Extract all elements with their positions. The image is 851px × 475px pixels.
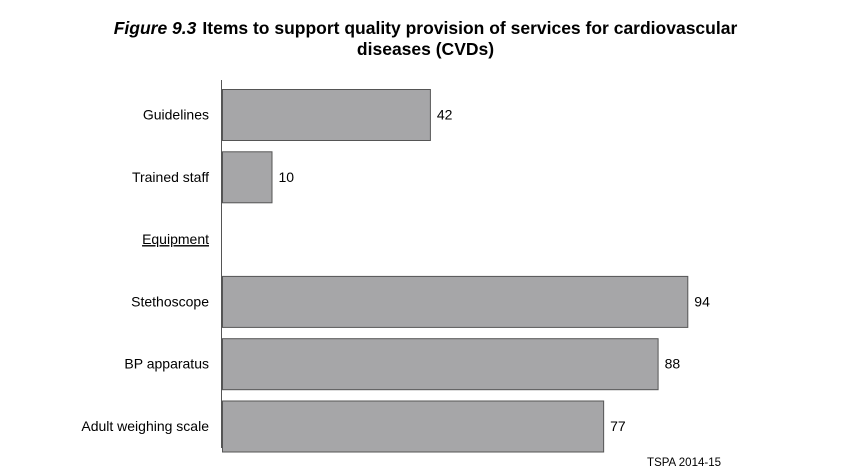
category-label-trained-staff: Trained staff	[132, 169, 209, 185]
title-line-1: Items to support quality provision of se…	[202, 18, 738, 38]
bar-bp-apparatus	[222, 338, 659, 391]
title-line-2: diseases (CVDs)	[356, 39, 495, 59]
value-label-guidelines: 42	[437, 107, 453, 123]
category-label-stethoscope: Stethoscope	[131, 293, 209, 309]
figure-label: Figure 9.3	[113, 18, 197, 38]
chart-title: Figure 9.3 Items to support quality provi…	[0, 18, 851, 60]
value-label-trained-staff: 10	[279, 169, 295, 185]
value-label-bp-apparatus: 88	[665, 356, 681, 372]
category-label-adult-weighing-scale: Adult weighing scale	[81, 418, 209, 434]
source-note: TSPA 2014-15	[647, 457, 721, 469]
value-label-adult-weighing-scale: 77	[610, 418, 626, 434]
bar-guidelines	[222, 89, 431, 141]
category-label-bp-apparatus: BP apparatus	[124, 356, 209, 372]
section-header-equipment: Equipment	[142, 231, 209, 247]
bar-adult-weighing-scale	[222, 400, 605, 453]
value-label-stethoscope: 94	[694, 293, 710, 309]
category-label-guidelines: Guidelines	[143, 107, 209, 123]
bar-trained-staff	[222, 151, 273, 204]
bar-stethoscope	[222, 275, 689, 328]
